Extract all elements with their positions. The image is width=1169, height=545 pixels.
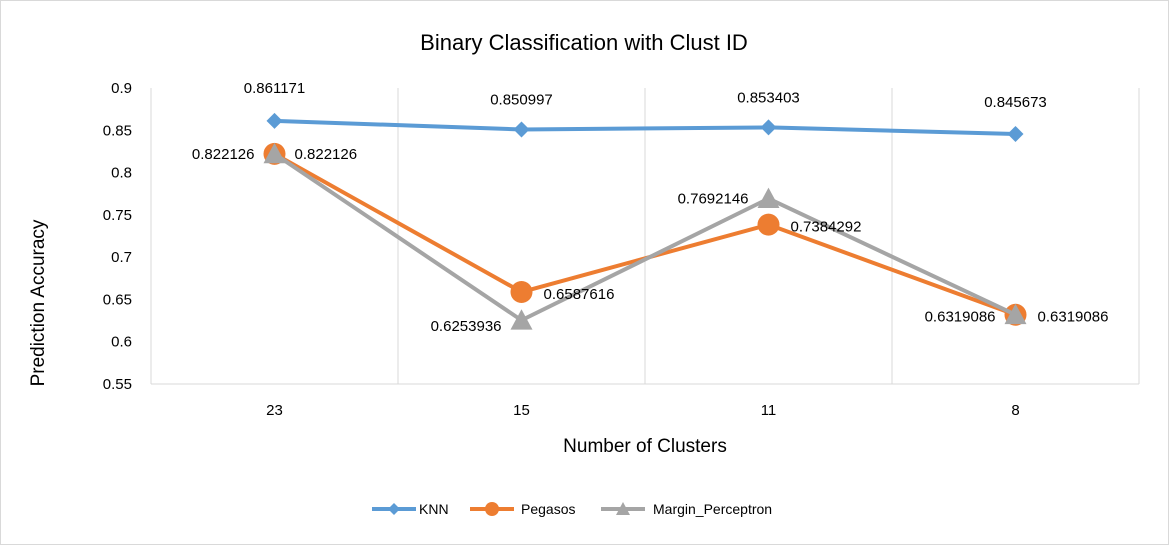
data-point-margin-perceptron [263, 142, 286, 164]
data-point-knn [760, 119, 777, 136]
y-axis-label: Prediction Accuracy [28, 219, 49, 386]
data-label-knn: 0.850997 [490, 91, 553, 108]
x-tick-label: 15 [513, 402, 530, 419]
data-label-pegasos: 0.6587616 [544, 286, 615, 303]
x-tick-label: 11 [761, 402, 777, 419]
y-tick-label: 0.55 [103, 376, 132, 393]
data-point-pegasos [510, 281, 533, 304]
legend: KNN Pegasos Margin_Perceptron [372, 501, 772, 517]
legend-marker-margin-perceptron [616, 502, 630, 515]
data-point-knn [266, 112, 283, 129]
data-label-knn: 0.853403 [737, 89, 800, 106]
data-point-margin-perceptron [1004, 303, 1027, 325]
x-tick-label: 8 [1011, 402, 1019, 419]
y-tick-label: 0.9 [111, 80, 132, 97]
data-point-knn [513, 121, 530, 138]
y-tick-label: 0.75 [103, 207, 132, 224]
data-label-pegasos: 0.822126 [192, 146, 255, 163]
y-tick-label: 0.7 [111, 249, 132, 266]
legend-marker-knn [388, 503, 400, 515]
x-axis-label: Number of Clusters [563, 436, 727, 457]
legend-label-margin-perceptron: Margin_Perceptron [653, 501, 772, 517]
y-tick-label: 0.8 [111, 165, 132, 182]
data-label-margin-perceptron: 0.6253936 [431, 318, 502, 335]
data-label-margin-perceptron: 0.7692146 [678, 191, 749, 208]
legend-label-pegasos: Pegasos [521, 501, 575, 517]
legend-label-knn: KNN [419, 501, 449, 517]
series-line-margin-perceptron [273, 152, 1017, 323]
data-point-knn [1007, 125, 1024, 142]
y-tick-label: 0.6 [111, 334, 132, 351]
x-tick-label: 23 [266, 402, 283, 419]
data-point-margin-perceptron [757, 187, 780, 208]
data-label-pegasos: 0.6319086 [1038, 309, 1109, 326]
series-line-knn [274, 118, 1016, 136]
y-tick-label: 0.85 [103, 122, 132, 139]
data-label-knn: 0.845673 [984, 94, 1047, 111]
plot-area: 0.9 0.85 0.8 0.75 0.7 0.65 0.6 0.55 23 15 11 8 0.861… [103, 80, 1140, 419]
data-label-pegasos: 0.7384292 [791, 219, 862, 236]
data-label-knn: 0.861171 [244, 80, 305, 97]
data-point-margin-perceptron [510, 309, 533, 330]
chart-title: Binary Classification with Clust ID [420, 30, 748, 55]
data-point-pegasos [757, 213, 780, 236]
legend-marker-pegasos [485, 502, 499, 516]
data-label-margin-perceptron: 0.822126 [295, 146, 358, 163]
y-tick-label: 0.65 [103, 291, 132, 308]
data-label-margin-perceptron: 0.6319086 [925, 309, 996, 326]
